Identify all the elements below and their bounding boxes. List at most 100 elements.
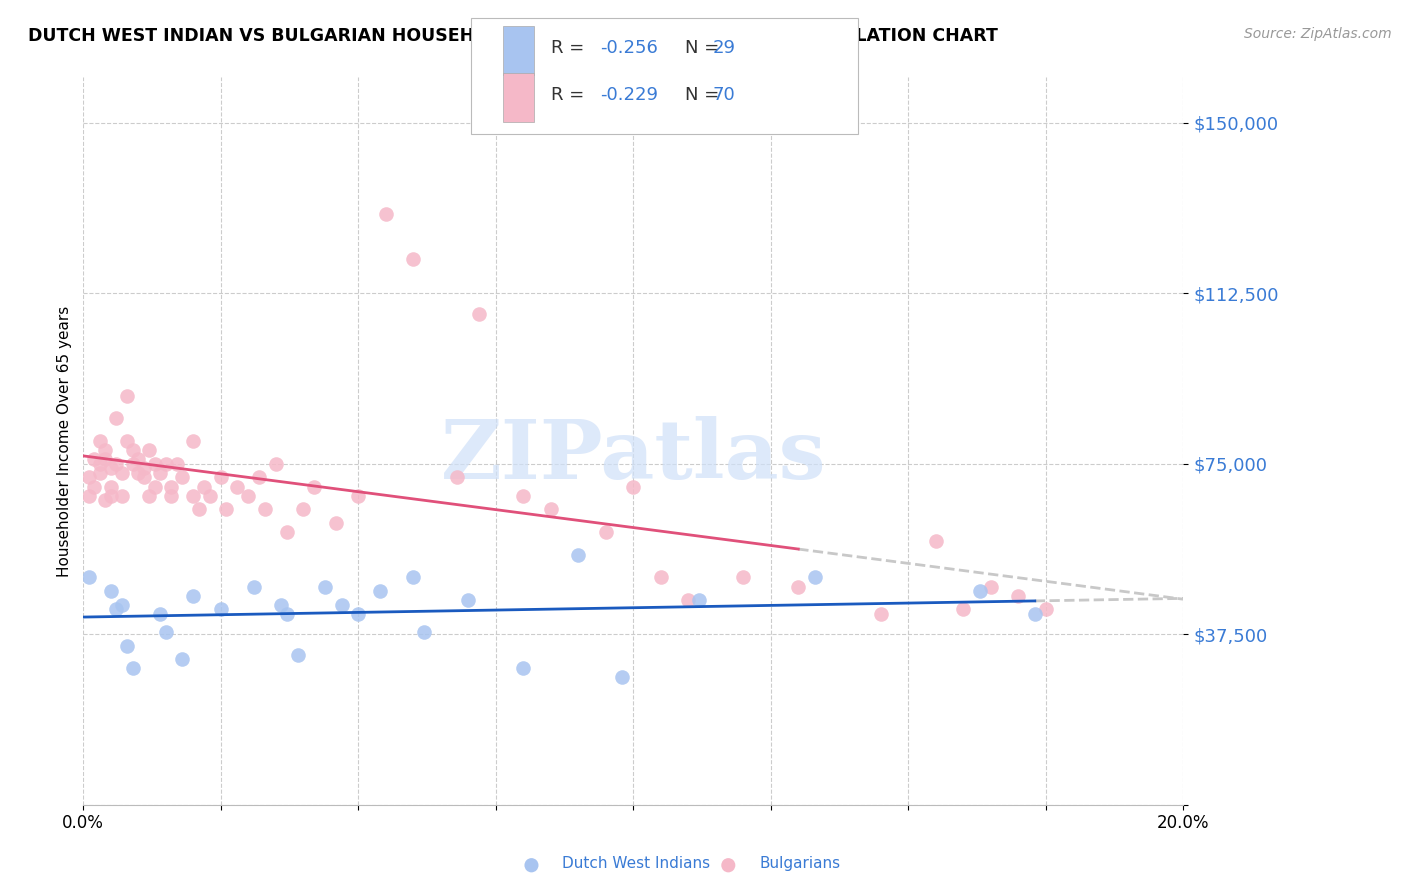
Point	[111, 466, 134, 480]
Point	[688, 593, 710, 607]
Point	[127, 466, 149, 480]
Point	[368, 584, 391, 599]
Point	[160, 479, 183, 493]
Point	[143, 457, 166, 471]
Point	[325, 516, 347, 530]
Point	[374, 207, 396, 221]
Point	[172, 652, 194, 666]
Point	[952, 602, 974, 616]
Text: N =: N =	[685, 39, 724, 57]
Point	[121, 443, 143, 458]
Point	[83, 452, 105, 467]
Text: Source: ZipAtlas.com: Source: ZipAtlas.com	[1244, 27, 1392, 41]
Point	[127, 452, 149, 467]
Point	[347, 607, 370, 621]
Point	[138, 489, 160, 503]
Point	[100, 584, 122, 599]
Point	[238, 489, 260, 503]
Text: R =: R =	[551, 86, 591, 103]
Point	[117, 389, 139, 403]
Point	[402, 252, 425, 267]
Point	[209, 470, 232, 484]
Point	[160, 489, 183, 503]
Point	[166, 457, 188, 471]
Point	[94, 493, 117, 508]
Point	[1007, 589, 1029, 603]
Point	[94, 443, 117, 458]
Point	[226, 479, 249, 493]
Point	[181, 434, 204, 448]
Point	[215, 502, 238, 516]
Point	[132, 470, 155, 484]
Point	[83, 479, 105, 493]
Point	[138, 443, 160, 458]
Point	[89, 466, 111, 480]
Point	[512, 661, 534, 675]
Point	[330, 598, 353, 612]
Point	[100, 461, 122, 475]
Text: R =: R =	[551, 39, 591, 57]
Point	[187, 502, 209, 516]
Point	[468, 307, 491, 321]
Point	[980, 580, 1002, 594]
Text: Dutch West Indians: Dutch West Indians	[562, 856, 710, 871]
Point	[253, 502, 276, 516]
Text: N =: N =	[685, 86, 724, 103]
Point	[650, 570, 672, 584]
Point	[117, 434, 139, 448]
Point	[287, 648, 309, 662]
Text: -0.229: -0.229	[600, 86, 658, 103]
Point	[567, 548, 589, 562]
Point	[172, 470, 194, 484]
Text: Bulgarians: Bulgarians	[759, 856, 841, 871]
Point	[143, 479, 166, 493]
Point	[787, 580, 810, 594]
Point	[105, 411, 128, 425]
Point	[121, 661, 143, 675]
Point	[155, 457, 177, 471]
Point	[149, 607, 172, 621]
Point	[181, 489, 204, 503]
Y-axis label: Householder Income Over 65 years: Householder Income Over 65 years	[58, 305, 72, 577]
Point	[540, 502, 562, 516]
Point	[100, 489, 122, 503]
Point	[193, 479, 215, 493]
Point	[1024, 607, 1046, 621]
Point	[612, 670, 634, 684]
Point	[198, 489, 221, 503]
Point	[402, 570, 425, 584]
Text: 29: 29	[713, 39, 735, 57]
Point	[77, 470, 100, 484]
Point	[304, 479, 326, 493]
Point	[89, 434, 111, 448]
Point	[181, 589, 204, 603]
Point	[89, 457, 111, 471]
Point	[105, 457, 128, 471]
Point	[413, 624, 436, 639]
Point	[243, 580, 266, 594]
Point	[457, 593, 479, 607]
Point	[314, 580, 336, 594]
Point	[446, 470, 468, 484]
Point	[270, 598, 292, 612]
Point	[276, 607, 298, 621]
Text: 70: 70	[713, 86, 735, 103]
Point	[733, 570, 755, 584]
Point	[155, 624, 177, 639]
Point	[1035, 602, 1057, 616]
Point	[292, 502, 315, 516]
Point	[77, 489, 100, 503]
Point	[869, 607, 891, 621]
Point	[264, 457, 287, 471]
Text: DUTCH WEST INDIAN VS BULGARIAN HOUSEHOLDER INCOME OVER 65 YEARS CORRELATION CHAR: DUTCH WEST INDIAN VS BULGARIAN HOUSEHOLD…	[28, 27, 998, 45]
Text: ZIPatlas: ZIPatlas	[440, 416, 827, 496]
Point	[969, 584, 991, 599]
Point	[100, 479, 122, 493]
Point	[209, 602, 232, 616]
Point	[117, 639, 139, 653]
Point	[621, 479, 644, 493]
Point	[347, 489, 370, 503]
Point	[804, 570, 827, 584]
Point	[276, 524, 298, 539]
Point	[149, 466, 172, 480]
